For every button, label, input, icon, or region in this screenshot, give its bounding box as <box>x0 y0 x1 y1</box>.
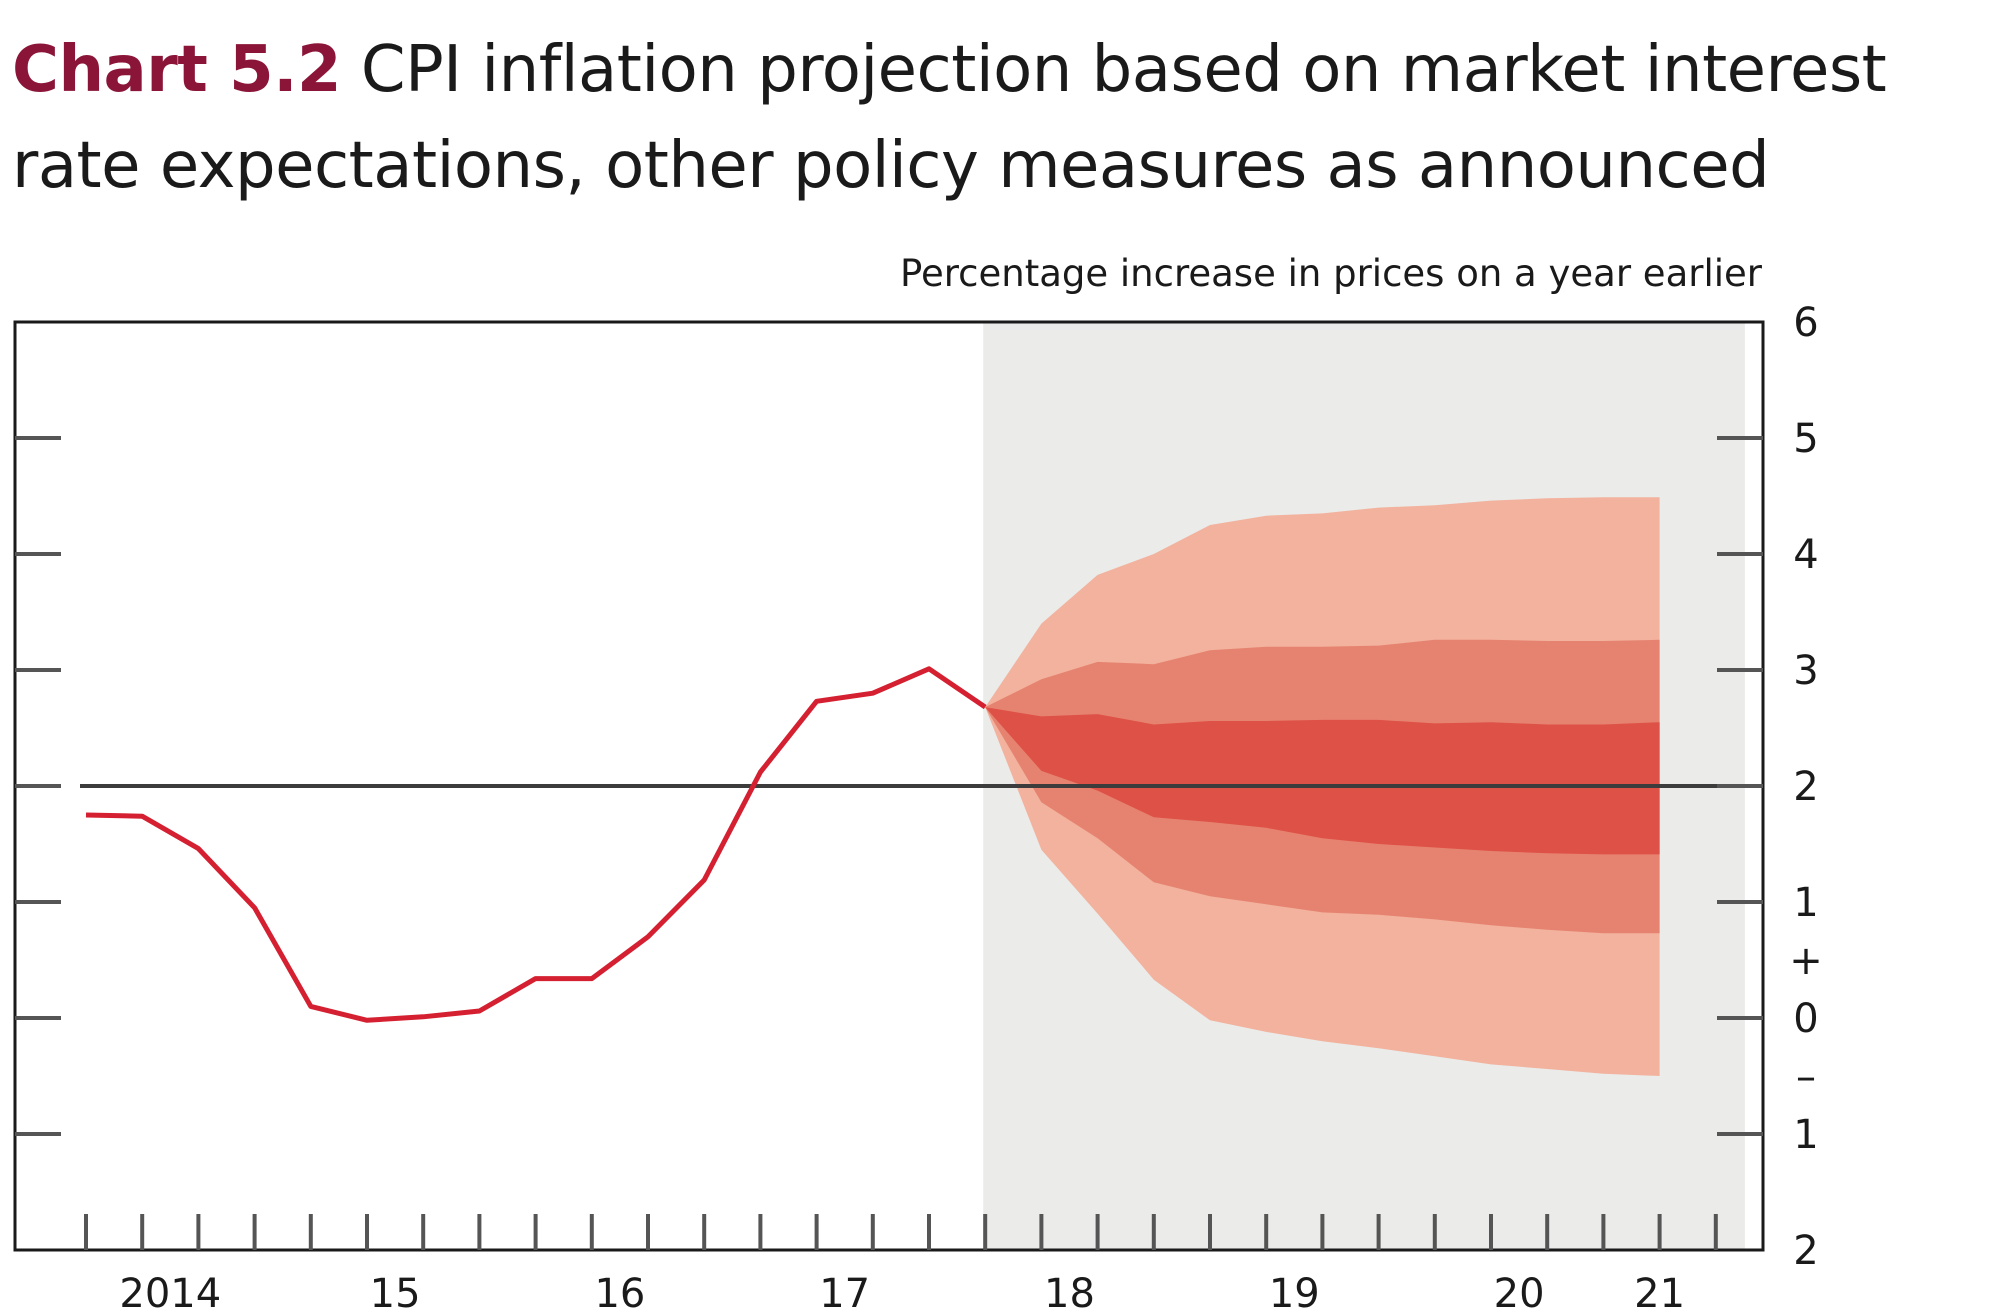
chart-title-text: CPI inflation projection based on market… <box>12 33 1887 203</box>
y-tick-label: 3 <box>1793 648 1818 694</box>
fan-band-inner <box>985 707 1660 855</box>
y-tick-label: 0 <box>1793 996 1818 1042</box>
x-tick-label: 2014 <box>119 1271 221 1313</box>
x-axis-labels: 2014 15 16 17 18 19 20 21 <box>119 1271 1685 1313</box>
y-tick-label: 2 <box>1793 764 1818 810</box>
y-plus-sign: + <box>1789 938 1823 984</box>
y-tick-label: 1 <box>1793 1112 1818 1158</box>
y-tick-label: 2 <box>1793 1228 1818 1274</box>
x-tick-label: 15 <box>370 1271 421 1313</box>
y-tick-label: 6 <box>1793 300 1818 346</box>
y-minus-sign: – <box>1796 1054 1816 1100</box>
x-tick-label: 21 <box>1634 1271 1685 1313</box>
y-tick-label: 1 <box>1793 880 1818 926</box>
y-tick-label: 4 <box>1793 532 1818 578</box>
chart-title: Chart 5.2 CPI inflation projection based… <box>12 22 1982 214</box>
cpi-history-line <box>85 666 987 1023</box>
x-tick-label: 17 <box>819 1271 870 1313</box>
y-axis-unit-label: Percentage increase in prices on a year … <box>899 252 1762 295</box>
x-tick-label: 19 <box>1269 1271 1320 1313</box>
x-axis-ticks <box>84 1214 1718 1250</box>
x-tick-label: 20 <box>1494 1271 1545 1313</box>
x-tick-label: 18 <box>1044 1271 1095 1313</box>
x-tick-label: 16 <box>594 1271 645 1313</box>
chart-number: Chart 5.2 <box>12 33 342 107</box>
y-tick-label: 5 <box>1793 416 1818 462</box>
y-axis-ticks <box>15 436 1763 1136</box>
y-axis-labels: 6 5 4 3 2 1 0 1 2 + – <box>1789 300 1823 1274</box>
